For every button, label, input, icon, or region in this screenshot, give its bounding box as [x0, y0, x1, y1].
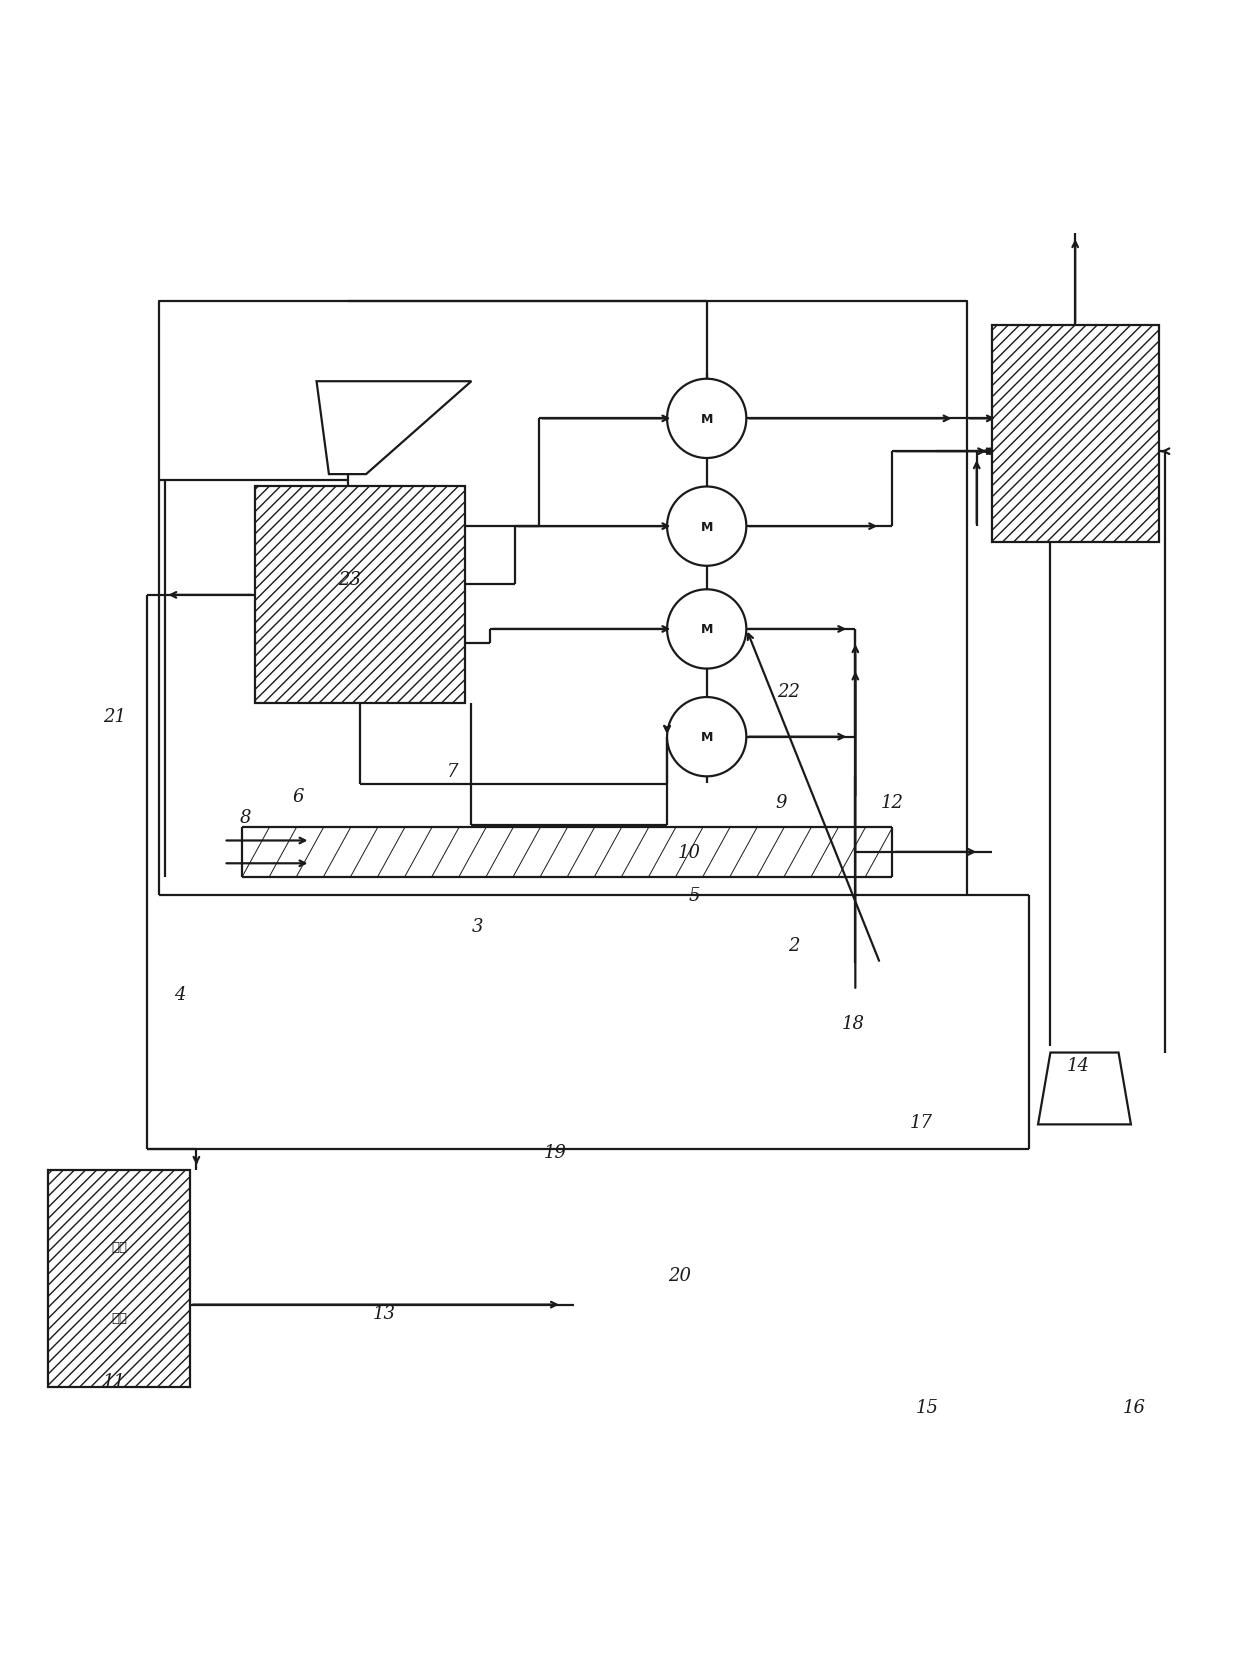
Text: 5: 5	[688, 887, 701, 906]
Text: 21: 21	[103, 707, 126, 726]
Bar	[992, 326, 1159, 543]
Text: 系统: 系统	[112, 1312, 126, 1324]
Text: 16: 16	[1122, 1398, 1146, 1416]
Text: 6: 6	[293, 788, 304, 806]
Text: 18: 18	[842, 1015, 864, 1032]
Text: 11: 11	[103, 1373, 126, 1389]
Text: M: M	[701, 623, 713, 637]
Text: M: M	[701, 731, 713, 744]
Text: 23: 23	[339, 571, 362, 590]
Text: 2: 2	[787, 936, 799, 954]
Text: 12: 12	[880, 795, 904, 811]
Text: 10: 10	[678, 843, 701, 862]
Text: 13: 13	[373, 1304, 396, 1322]
Text: 17: 17	[909, 1114, 932, 1131]
Text: 再生: 再生	[112, 1240, 126, 1253]
Circle shape	[667, 487, 746, 566]
Text: 14: 14	[1066, 1057, 1090, 1074]
Text: 4: 4	[175, 986, 186, 1003]
Text: M: M	[701, 521, 713, 533]
Text: 22: 22	[777, 682, 800, 701]
Text: 9: 9	[775, 795, 786, 811]
Circle shape	[667, 697, 746, 776]
Text: 7: 7	[448, 763, 459, 781]
Circle shape	[667, 590, 746, 669]
Text: 20: 20	[668, 1267, 691, 1285]
Text: 3: 3	[471, 917, 484, 936]
Circle shape	[667, 380, 746, 459]
Text: M: M	[701, 413, 713, 425]
Bar	[48, 1171, 190, 1388]
Text: 15: 15	[915, 1398, 939, 1416]
Bar	[254, 487, 465, 704]
Text: 19: 19	[544, 1142, 567, 1161]
Text: 8: 8	[241, 808, 252, 827]
